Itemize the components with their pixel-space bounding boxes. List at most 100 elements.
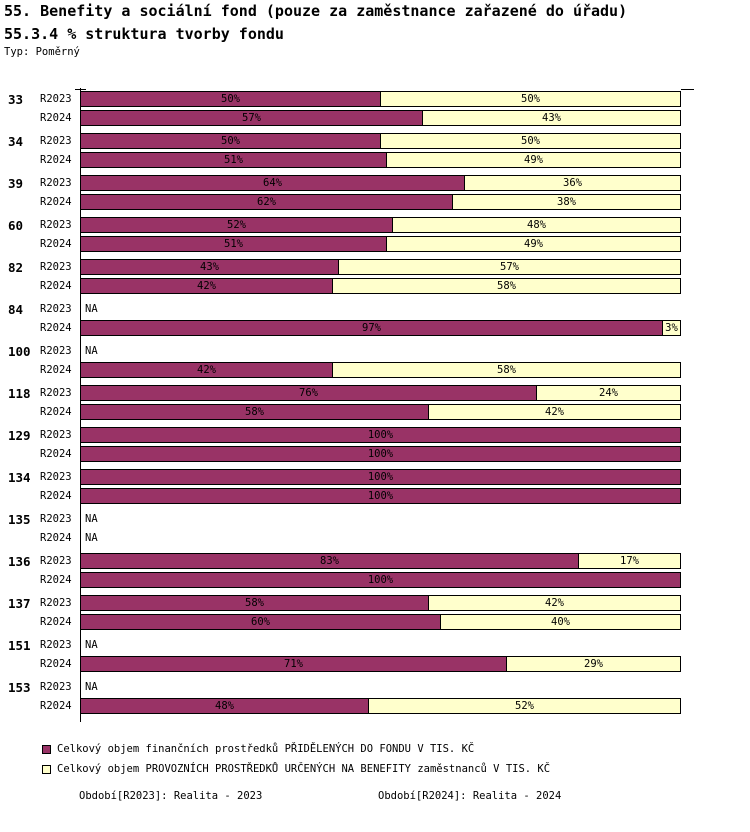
- bar-segment-benefits: 57%: [338, 259, 681, 275]
- group-id-label: 84: [8, 301, 24, 317]
- bar-segment-allocated: 42%: [80, 362, 333, 378]
- na-label: NA: [85, 639, 98, 651]
- bar-row: 100%: [80, 572, 681, 588]
- group-id-label: 153: [8, 679, 31, 695]
- row-period-label: R2023: [40, 177, 72, 189]
- group-id-label: 134: [8, 469, 31, 485]
- row-period-label: R2024: [40, 574, 72, 586]
- bar-segment-benefits: 17%: [578, 553, 681, 569]
- row-period-label: R2024: [40, 490, 72, 502]
- bar-row: 64% 36%: [80, 175, 681, 191]
- row-period-label: R2024: [40, 280, 72, 292]
- footer-period-r2023: Období[R2023]: Realita - 2023: [79, 790, 263, 802]
- row-period-label: R2024: [40, 406, 72, 418]
- legend-label-allocated: Celkový objem finančních prostředků PŘID…: [57, 743, 475, 755]
- group-id-label: 151: [8, 637, 31, 653]
- row-period-label: R2024: [40, 532, 72, 544]
- bar-segment-benefits: 29%: [506, 656, 681, 672]
- bar-segment-allocated: 52%: [80, 217, 393, 233]
- bar-segment-benefits: 58%: [332, 278, 681, 294]
- bar-segment-benefits: 43%: [422, 110, 681, 126]
- bar-segment-allocated: 100%: [80, 427, 681, 443]
- legend-label-benefits: Celkový objem PROVOZNÍCH PROSTŘEDKŮ URČE…: [57, 763, 551, 775]
- bar-row: 71% 29%: [80, 656, 681, 672]
- legend-swatch-benefits: [42, 765, 51, 774]
- bar-segment-allocated: 50%: [80, 133, 381, 149]
- na-label: NA: [85, 681, 98, 693]
- row-period-label: R2024: [40, 322, 72, 334]
- footer-period-r2024: Období[R2024]: Realita - 2024: [378, 790, 562, 802]
- bar-segment-allocated: 57%: [80, 110, 423, 126]
- bar-segment-allocated: 58%: [80, 595, 429, 611]
- bar-segment-allocated: 76%: [80, 385, 537, 401]
- row-period-label: R2024: [40, 658, 72, 670]
- bar-row: 100%: [80, 446, 681, 462]
- bar-segment-allocated: 42%: [80, 278, 333, 294]
- bar-segment-allocated: 60%: [80, 614, 441, 630]
- bar-segment-allocated: 97%: [80, 320, 663, 336]
- bar-segment-allocated: 48%: [80, 698, 369, 714]
- bar-row: 51% 49%: [80, 152, 681, 168]
- chart-title: 55. Benefity a sociální fond (pouze za z…: [4, 2, 628, 20]
- bar-segment-benefits: 3%: [662, 320, 681, 336]
- axis-top-left-tick: [75, 89, 86, 90]
- group-id-label: 135: [8, 511, 31, 527]
- na-label: NA: [85, 303, 98, 315]
- group-id-label: 137: [8, 595, 31, 611]
- row-period-label: R2024: [40, 112, 72, 124]
- bar-segment-allocated: 62%: [80, 194, 453, 210]
- group-id-label: 136: [8, 553, 31, 569]
- bar-segment-allocated: 100%: [80, 572, 681, 588]
- row-period-label: R2023: [40, 429, 72, 441]
- group-id-label: 39: [8, 175, 24, 191]
- row-period-label: R2023: [40, 597, 72, 609]
- axis-top-right-tick: [681, 89, 694, 90]
- chart-type-label: Typ: Poměrný: [4, 46, 80, 58]
- row-period-label: R2023: [40, 513, 72, 525]
- row-period-label: R2023: [40, 555, 72, 567]
- bar-row: 76% 24%: [80, 385, 681, 401]
- bar-segment-benefits: 42%: [428, 404, 681, 420]
- group-id-label: 34: [8, 133, 24, 149]
- bar-segment-allocated: 51%: [80, 236, 387, 252]
- bar-row: 52% 48%: [80, 217, 681, 233]
- row-period-label: R2024: [40, 364, 72, 376]
- bar-row: 50% 50%: [80, 91, 681, 107]
- group-id-label: 118: [8, 385, 31, 401]
- row-period-label: R2024: [40, 238, 72, 250]
- bar-segment-allocated: 71%: [80, 656, 507, 672]
- bar-segment-benefits: 48%: [392, 217, 681, 233]
- chart-subtitle: 55.3.4 % struktura tvorby fondu: [4, 25, 284, 43]
- bar-row: 58% 42%: [80, 595, 681, 611]
- bar-segment-benefits: 49%: [386, 152, 681, 168]
- na-label: NA: [85, 532, 98, 544]
- bar-row: 100%: [80, 427, 681, 443]
- row-period-label: R2023: [40, 303, 72, 315]
- bar-row: 51% 49%: [80, 236, 681, 252]
- bar-segment-allocated: 100%: [80, 446, 681, 462]
- bar-segment-allocated: 83%: [80, 553, 579, 569]
- bar-row: 60% 40%: [80, 614, 681, 630]
- bar-segment-benefits: 58%: [332, 362, 681, 378]
- bar-row: 62% 38%: [80, 194, 681, 210]
- row-period-label: R2023: [40, 387, 72, 399]
- bar-segment-allocated: 100%: [80, 488, 681, 504]
- bar-row: 97% 3%: [80, 320, 681, 336]
- bar-segment-allocated: 43%: [80, 259, 339, 275]
- bar-row: 42% 58%: [80, 278, 681, 294]
- bar-segment-benefits: 38%: [452, 194, 681, 210]
- row-period-label: R2023: [40, 639, 72, 651]
- row-period-label: R2024: [40, 196, 72, 208]
- bar-segment-benefits: 50%: [380, 133, 681, 149]
- row-period-label: R2024: [40, 616, 72, 628]
- na-label: NA: [85, 513, 98, 525]
- row-period-label: R2023: [40, 681, 72, 693]
- group-id-label: 33: [8, 91, 24, 107]
- row-period-label: R2024: [40, 154, 72, 166]
- bar-row: 42% 58%: [80, 362, 681, 378]
- bar-segment-benefits: 49%: [386, 236, 681, 252]
- bar-row: 100%: [80, 488, 681, 504]
- row-period-label: R2023: [40, 219, 72, 231]
- row-period-label: R2023: [40, 135, 72, 147]
